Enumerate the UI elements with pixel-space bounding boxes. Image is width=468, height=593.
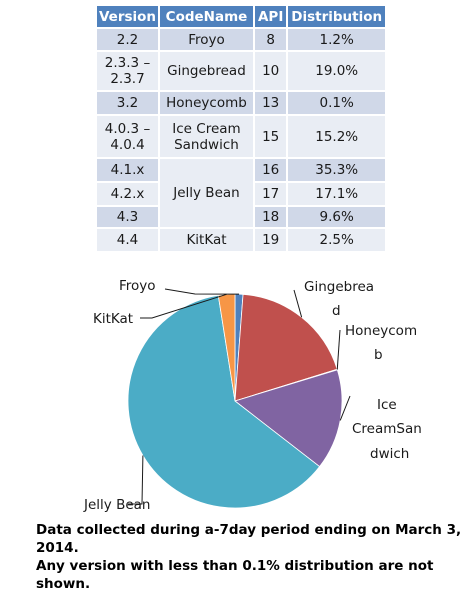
cell-api: 8 <box>254 29 289 50</box>
cell-version: 4.2.x <box>97 183 161 205</box>
cell-api: 19 <box>254 229 289 251</box>
table-row: 4.3 18 9.6% <box>97 207 385 227</box>
cell-api: 17 <box>254 183 289 205</box>
cell-distribution: 15.2% <box>288 116 385 157</box>
cell-distribution: 35.3% <box>288 159 385 181</box>
leader-line-jelly-bean <box>128 455 144 505</box>
footnote-line-1: Data collected during a-7day period endi… <box>36 522 462 556</box>
cell-api: 15 <box>254 116 289 157</box>
table-row: 4.4 KitKat 19 2.5% <box>97 229 385 251</box>
pie-label-honeycomb-1: Honeycom <box>345 323 418 339</box>
pie-label-gingebread-2: d <box>332 303 341 319</box>
table-row: 2.2 Froyo 8 1.2% <box>97 29 385 50</box>
pie-label-icecream-2: CreamSan <box>352 421 422 437</box>
header-api: API <box>254 6 289 27</box>
cell-version: 2.2 <box>97 29 161 50</box>
cell-version: 4.4 <box>97 229 161 251</box>
leader-line-honeycomb <box>336 329 341 370</box>
table-row: 3.2 Honeycomb 13 0.1% <box>97 92 385 114</box>
cell-distribution: 17.1% <box>288 183 385 205</box>
cell-distribution: 1.2% <box>288 29 385 50</box>
cell-version: 3.2 <box>97 92 161 114</box>
pie-slice-gingebread <box>234 293 338 402</box>
cell-version: 4.3 <box>97 207 161 227</box>
header-codename: CodeName <box>160 6 255 27</box>
cell-api: 18 <box>254 207 289 227</box>
table-header-row: Version CodeName API Distribution <box>97 6 385 27</box>
pie-label-honeycomb-2: b <box>374 347 383 363</box>
cell-codename: KitKat <box>160 229 255 251</box>
pie-label-kitkat: KitKat <box>93 311 134 327</box>
pie-label-gingebread-1: Gingebrea <box>304 279 375 295</box>
pie-label-jellybean: Jelly Bean <box>84 497 151 513</box>
pie-chart <box>127 288 351 509</box>
pie-label-icecream-1: Ice <box>377 397 397 413</box>
cell-version: 4.0.3 – 4.0.4 <box>97 116 161 157</box>
table-row: 2.3.3 – 2.3.7 Gingebread 10 19.0% <box>97 52 385 90</box>
footnote: Data collected during a-7day period endi… <box>36 521 468 593</box>
pie-label-froyo: Froyo <box>119 278 156 294</box>
cell-api: 16 <box>254 159 289 181</box>
pie-slice-jelly-bean <box>127 294 321 509</box>
table-row: 4.1.x Jelly Bean 16 35.3% <box>97 159 385 227</box>
pie-leader-lines <box>128 288 351 505</box>
pie-label-icecream-3: dwich <box>370 446 410 462</box>
leader-line-kitkat <box>140 293 227 319</box>
cell-version: 4.1.x <box>97 159 161 181</box>
cell-codename-merged: Jelly Bean <box>160 159 255 227</box>
table-row: 4.0.3 – 4.0.4 Ice Cream Sandwich 15 15.2… <box>97 116 385 157</box>
cell-api: 13 <box>254 92 289 114</box>
header-version: Version <box>97 6 161 27</box>
cell-codename: Honeycomb <box>160 92 255 114</box>
cell-distribution: 19.0% <box>288 52 385 90</box>
leader-line-gingebread <box>293 289 303 318</box>
cell-version: 2.3.3 – 2.3.7 <box>97 52 161 90</box>
cell-api: 10 <box>254 52 289 90</box>
pie-slices <box>127 293 343 509</box>
cell-codename: Ice Cream Sandwich <box>160 116 255 157</box>
leader-line-froyo <box>164 288 240 295</box>
header-distribution: Distribution <box>288 6 385 27</box>
cell-codename: Gingebread <box>160 52 255 90</box>
cell-distribution: 9.6% <box>288 207 385 227</box>
version-table: Version CodeName API Distribution 2.2 Fr… <box>97 4 385 253</box>
cell-distribution: 2.5% <box>288 229 385 251</box>
cell-codename: Froyo <box>160 29 255 50</box>
table-row: 4.2.x 17 17.1% <box>97 183 385 205</box>
cell-distribution: 0.1% <box>288 92 385 114</box>
leader-line-ice-cream-sandwich <box>339 395 351 421</box>
